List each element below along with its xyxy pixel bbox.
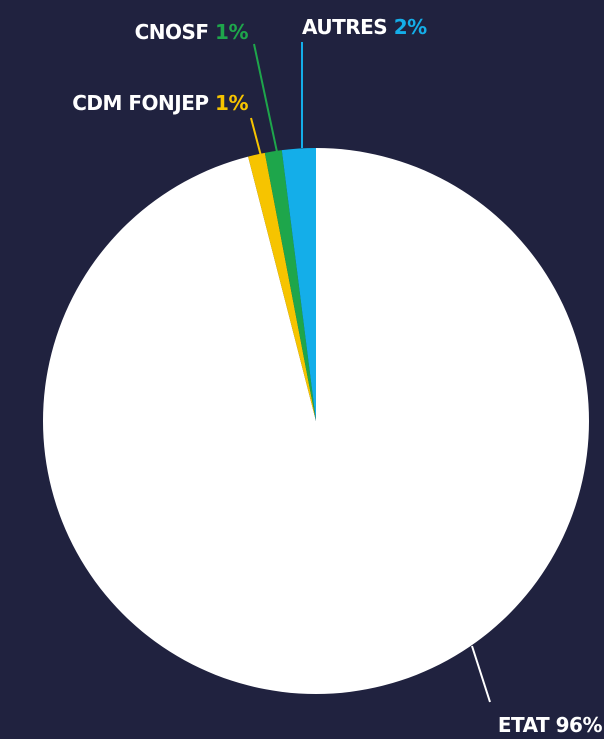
slice-percent: 1%: [215, 91, 248, 115]
slice-percent: 2%: [394, 15, 427, 39]
leader-line: [253, 43, 278, 153]
slice-name: AUTRES: [302, 15, 387, 39]
pie-slice: [42, 148, 589, 695]
pie-slice: [264, 150, 316, 421]
pie-slice: [281, 148, 316, 421]
slice-label: ETAT 96%: [498, 713, 603, 737]
slice-name: CNOSF: [135, 20, 209, 44]
leader-line: [250, 117, 262, 157]
slice-percent: 96%: [556, 713, 603, 737]
pie-slice: [248, 152, 316, 422]
slice-label: CNOSF 1%: [135, 20, 249, 44]
slice-name: CDM FONJEP: [72, 91, 208, 115]
slice-name: ETAT: [498, 713, 550, 737]
slice-percent: 1%: [215, 20, 248, 44]
leader-line: [471, 645, 491, 703]
slice-label: AUTRES 2%: [302, 15, 427, 39]
slice-label: CDM FONJEP 1%: [72, 91, 248, 115]
